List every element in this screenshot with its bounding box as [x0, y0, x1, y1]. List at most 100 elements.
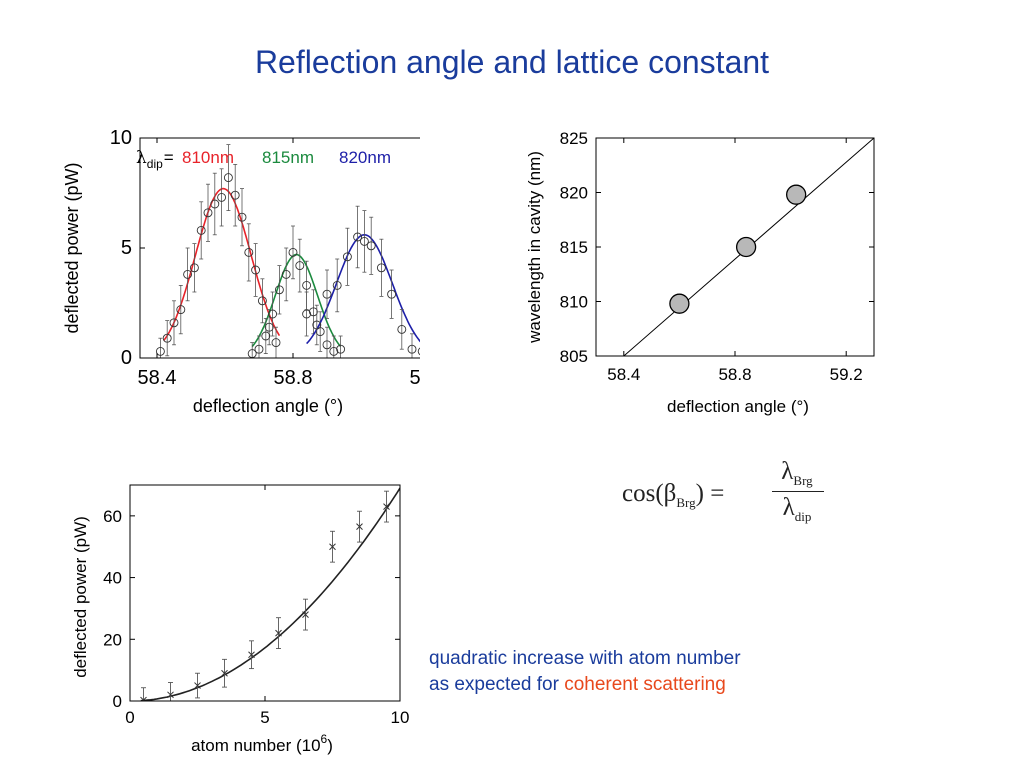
x-tick-label: 59.2	[830, 365, 863, 384]
bragg-formula: cos(βBrg) = λBrg λdip	[622, 458, 832, 538]
chart3-x-axis-label: atom number (106)	[191, 732, 333, 755]
y-tick-label: 805	[560, 347, 588, 366]
data-point-810nm	[257, 296, 267, 306]
data-point-820nm	[353, 232, 363, 242]
fit-curve-820nm	[306, 233, 420, 345]
data-point-cross	[194, 682, 201, 689]
chart3-x-axis-label-close: )	[327, 736, 333, 755]
x-tick-label: 58.8	[718, 365, 751, 384]
y-tick-label: 60	[103, 507, 122, 526]
chart-deflected-power-vs-angle: 58.4 58.8 59.2 0 5 10 deflection angle (°) d…	[62, 127, 420, 416]
data-point-815nm	[336, 344, 346, 354]
data-point-cross	[356, 523, 363, 531]
data-point-cross	[221, 669, 228, 677]
data-point-810nm	[196, 225, 206, 235]
chart1-plot-area	[155, 144, 420, 359]
data-point-820nm	[407, 344, 417, 354]
y-tick-label: 825	[560, 129, 588, 148]
note-line2-prefix: as expected for	[429, 674, 565, 695]
chart2-frame	[595, 137, 875, 357]
data-point	[669, 293, 690, 314]
data-point	[735, 236, 757, 258]
y-tick-label: 40	[103, 569, 122, 588]
data-point-820nm	[342, 252, 352, 262]
x-tick-label: 10	[391, 708, 410, 727]
data-point-820nm	[312, 320, 322, 330]
data-point-815nm	[254, 344, 264, 354]
y-tick-label: 20	[103, 630, 122, 649]
data-point-810nm	[217, 192, 227, 202]
x-tick-label: 58.4	[138, 367, 177, 389]
data-point-810nm	[210, 199, 220, 209]
chart3-y-ticks: 0 20 40 60	[103, 507, 400, 711]
formula-lambda-num: λ	[781, 458, 794, 485]
y-tick-label: 820	[560, 184, 588, 203]
note-line1: quadratic increase with atom number	[429, 648, 741, 669]
data-point-810nm	[230, 190, 240, 200]
data-point-810nm	[189, 263, 199, 273]
formula-cos: cos(	[622, 480, 664, 507]
data-point-815nm	[261, 331, 271, 341]
data-point-810nm	[203, 208, 213, 218]
data-point-820nm	[302, 309, 312, 319]
chart1-y-axis-label: deflected power (pW)	[62, 162, 82, 333]
data-point-cross	[329, 543, 336, 551]
chart2-points	[669, 184, 807, 314]
data-point-815nm	[308, 307, 318, 317]
chart2-x-ticks: 58.4 58.8 59.2	[607, 138, 863, 384]
chart3-y-axis-label: deflected power (pW)	[71, 516, 90, 678]
chart2-y-axis-label: wavelength in cavity (nm)	[525, 151, 544, 344]
formula-lhs: cos(βBrg) =	[622, 480, 724, 511]
data-point-810nm	[223, 173, 233, 183]
data-point-820nm	[387, 289, 397, 299]
data-point-cross	[383, 503, 390, 510]
y-tick-label: 815	[560, 238, 588, 257]
data-point-815nm	[329, 346, 339, 356]
x-tick-label: 58.8	[274, 367, 313, 389]
legend-lambda-subscript: dip	[147, 157, 163, 171]
chart1-x-ticks: 58.4 58.8 59.2	[138, 138, 420, 389]
legend-entry-810nm: 810nm	[182, 148, 234, 167]
data-point-820nm	[417, 347, 420, 356]
data-point-810nm	[183, 269, 193, 279]
data-point-810nm	[169, 318, 179, 328]
formula-close-eq: ) =	[695, 480, 725, 507]
x-tick-label: 58.4	[607, 365, 640, 384]
formula-denominator: λdip	[772, 494, 822, 525]
formula-lambda-den: λ	[782, 494, 795, 521]
data-point	[786, 184, 807, 205]
chart3-x-ticks: 0 5 10	[125, 485, 409, 727]
page-title: Reflection angle and lattice constant	[254, 44, 770, 80]
data-point-cross	[275, 629, 282, 637]
data-point-815nm	[322, 340, 332, 350]
data-point-820nm	[376, 263, 386, 273]
y-tick-label: 0	[121, 347, 132, 369]
data-point-810nm	[155, 346, 165, 356]
data-point-820nm	[366, 241, 376, 251]
y-tick-label: 810	[560, 293, 588, 312]
chart3-x-axis-label-sup: 6	[321, 732, 328, 746]
chart1-y-ticks: 0 5 10	[110, 127, 145, 369]
data-point-815nm	[268, 309, 278, 319]
data-point-810nm	[251, 265, 261, 275]
data-point-815nm	[302, 280, 312, 290]
data-point-cross	[167, 691, 174, 699]
formula-beta: β	[663, 480, 677, 507]
formula-fraction: λBrg λdip	[772, 458, 824, 525]
chart2-x-axis-label: deflection angle (°)	[667, 397, 809, 416]
x-tick-label: 59.2	[410, 367, 420, 389]
data-point-cross	[302, 611, 309, 618]
y-tick-label: 0	[113, 692, 122, 711]
chart-power-vs-atom-number: 0 5 10 0 20 40 60 atom number (106) deflected…	[71, 484, 409, 755]
data-point-815nm	[274, 285, 284, 295]
chart1-x-axis-label: deflection angle (°)	[193, 396, 343, 416]
data-point-810nm	[162, 333, 172, 343]
data-point-810nm	[176, 305, 186, 315]
data-point-cross	[140, 696, 147, 701]
chart3-plot-area	[140, 487, 400, 701]
data-point-820nm	[332, 280, 342, 290]
note-line2: as expected for coherent scattering	[429, 672, 741, 698]
x-tick-label: 5	[260, 708, 269, 727]
formula-numerator: λBrg	[772, 458, 822, 489]
data-point-810nm	[264, 322, 274, 332]
